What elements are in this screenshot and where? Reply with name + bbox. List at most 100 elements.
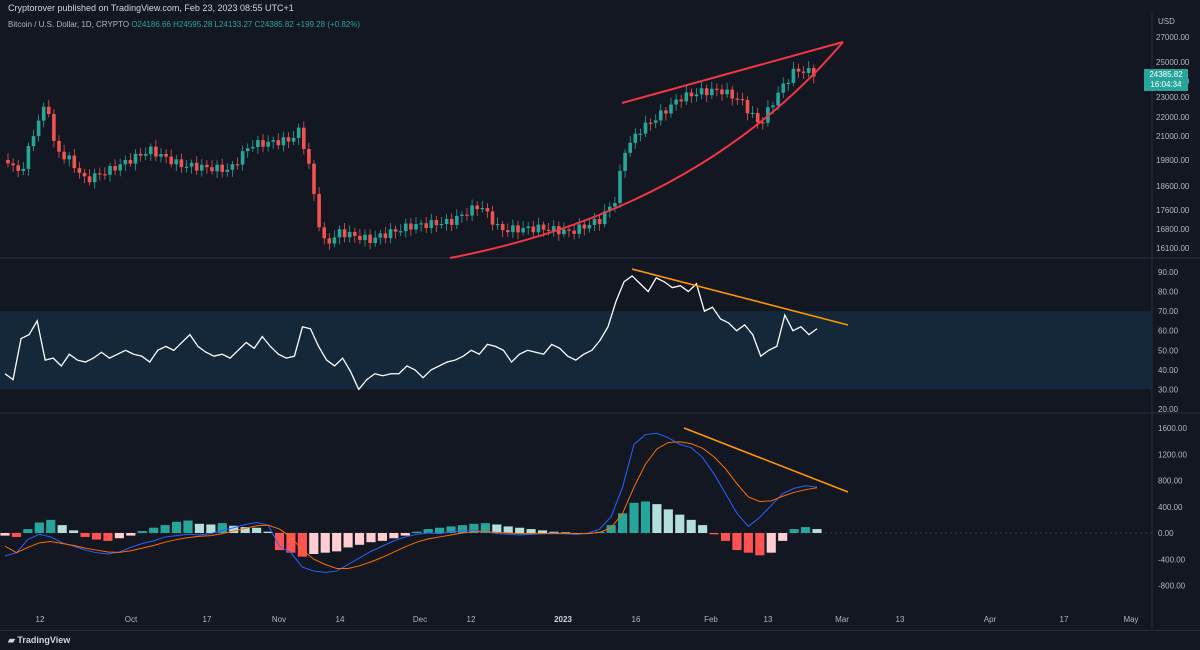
candle <box>342 229 347 238</box>
macd-tick: -400.00 <box>1158 555 1186 564</box>
candle <box>271 140 275 142</box>
candle <box>302 127 306 149</box>
candle <box>812 68 816 77</box>
candle <box>669 104 673 114</box>
macd-histogram-bar <box>229 525 239 533</box>
candle <box>164 154 168 157</box>
candle <box>444 218 449 224</box>
candle <box>577 224 581 234</box>
open-value: O24186.66 <box>131 20 171 29</box>
candle <box>194 162 199 171</box>
candle <box>261 140 265 147</box>
macd-tick: 1600.00 <box>1158 424 1187 433</box>
candle <box>689 92 694 97</box>
macd-histogram-bar <box>114 533 124 539</box>
candle <box>623 152 627 172</box>
time-tick: Feb <box>704 615 718 624</box>
time-tick: 12 <box>467 615 476 624</box>
candle <box>251 147 255 149</box>
candle <box>796 68 801 72</box>
candle <box>159 154 163 157</box>
candle <box>419 223 423 225</box>
macd-histogram-bar <box>549 531 559 533</box>
candle <box>613 203 617 207</box>
candle <box>256 140 260 148</box>
candle <box>154 146 158 157</box>
candle <box>174 159 179 165</box>
candle <box>113 166 117 171</box>
macd-histogram-bar <box>526 529 536 533</box>
candle <box>143 154 148 156</box>
candle <box>490 211 495 225</box>
macd-histogram-bar <box>103 533 113 541</box>
time-tick: 16 <box>632 615 641 624</box>
macd-histogram-bar <box>778 533 788 541</box>
candle <box>506 230 510 233</box>
candle <box>337 229 342 238</box>
candle <box>628 142 632 153</box>
macd-histogram-bar <box>0 533 10 536</box>
candle <box>286 137 291 142</box>
candle <box>169 156 173 165</box>
candle <box>307 148 311 164</box>
rsi-tick: 90.00 <box>1158 268 1179 277</box>
time-tick: Mar <box>835 615 849 624</box>
macd-histogram-bar <box>480 523 490 533</box>
rsi-tick: 60.00 <box>1158 327 1179 336</box>
macd-histogram-bar <box>206 524 216 533</box>
candle <box>806 68 811 73</box>
time-tick: Dec <box>413 615 427 624</box>
macd-tick: -800.00 <box>1158 582 1186 591</box>
candle <box>434 220 439 226</box>
price-tick: 16800.00 <box>1156 225 1190 234</box>
candle <box>643 122 648 134</box>
macd-tick: 400.00 <box>1158 503 1183 512</box>
price-tick: 16100.00 <box>1156 244 1190 253</box>
rsi-tick: 80.00 <box>1158 288 1179 297</box>
candle <box>52 113 56 141</box>
candle <box>133 153 138 164</box>
candle <box>312 163 316 194</box>
macd-histogram-bar <box>309 533 319 554</box>
candle <box>347 231 352 238</box>
time-tick: 2023 <box>554 615 572 624</box>
candle <box>189 162 194 167</box>
candle <box>103 174 107 176</box>
macd-histogram-bar <box>23 529 33 533</box>
time-tick: 14 <box>336 615 345 624</box>
currency-label: USD <box>1158 17 1175 26</box>
candle <box>745 100 750 114</box>
rsi-tick: 70.00 <box>1158 307 1179 316</box>
macd-histogram-bar <box>652 504 662 533</box>
macd-histogram-bar <box>149 527 159 533</box>
candle <box>36 120 41 137</box>
macd-histogram-bar <box>332 533 342 552</box>
candle <box>801 71 806 73</box>
macd-histogram-bar <box>640 501 651 533</box>
candle <box>480 208 485 210</box>
candle <box>776 92 780 106</box>
candle <box>67 155 71 160</box>
price-tick: 19800.00 <box>1156 156 1190 165</box>
macd-histogram-bar <box>263 531 273 533</box>
tradingview-logo[interactable]: ▰ TradingView <box>8 635 70 646</box>
macd-histogram-bar <box>789 529 799 533</box>
macd-histogram-bar <box>137 531 147 533</box>
candle <box>215 164 219 172</box>
candle <box>358 235 362 241</box>
macd-tick: 0.00 <box>1158 529 1174 538</box>
candle <box>291 137 296 142</box>
candle <box>424 223 428 229</box>
candle <box>475 205 479 210</box>
macd-histogram-bar <box>217 523 227 533</box>
candle <box>296 127 301 138</box>
close-value: C24385.82 <box>254 20 294 29</box>
macd-histogram-bar <box>732 533 742 551</box>
candle <box>511 225 515 233</box>
macd-tick: 800.00 <box>1158 477 1183 486</box>
candle <box>266 141 270 147</box>
candle <box>398 231 403 233</box>
candle <box>791 68 796 83</box>
candle <box>720 89 724 95</box>
